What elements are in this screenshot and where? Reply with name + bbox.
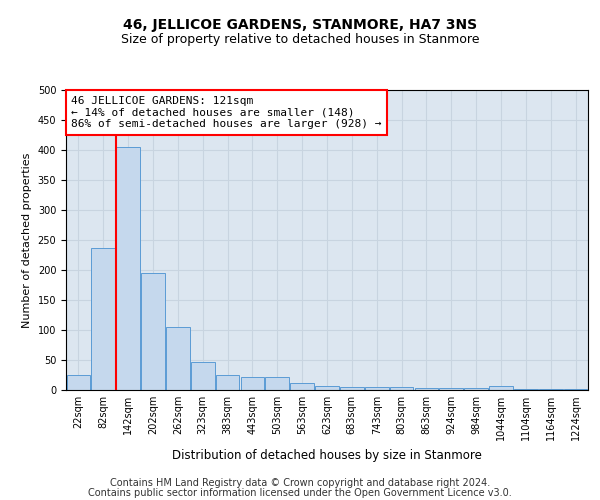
Text: Size of property relative to detached houses in Stanmore: Size of property relative to detached ho… <box>121 32 479 46</box>
Bar <box>365 387 389 390</box>
Bar <box>67 375 90 390</box>
Bar <box>91 248 115 390</box>
Text: 46, JELLICOE GARDENS, STANMORE, HA7 3NS: 46, JELLICOE GARDENS, STANMORE, HA7 3NS <box>123 18 477 32</box>
Text: Contains HM Land Registry data © Crown copyright and database right 2024.: Contains HM Land Registry data © Crown c… <box>110 478 490 488</box>
Bar <box>315 386 339 390</box>
Bar <box>166 327 190 390</box>
Bar <box>216 375 239 390</box>
Bar <box>514 389 538 390</box>
Text: Contains public sector information licensed under the Open Government Licence v3: Contains public sector information licen… <box>88 488 512 498</box>
Bar <box>141 273 165 390</box>
Bar <box>439 388 463 390</box>
Bar <box>415 388 438 390</box>
Bar <box>241 377 264 390</box>
Bar <box>116 147 140 390</box>
Bar <box>290 383 314 390</box>
Bar <box>191 362 215 390</box>
Bar <box>390 387 413 390</box>
X-axis label: Distribution of detached houses by size in Stanmore: Distribution of detached houses by size … <box>172 448 482 462</box>
Bar <box>464 388 488 390</box>
Bar <box>340 387 364 390</box>
Text: 46 JELLICOE GARDENS: 121sqm
← 14% of detached houses are smaller (148)
86% of se: 46 JELLICOE GARDENS: 121sqm ← 14% of det… <box>71 96 382 129</box>
Bar <box>265 378 289 390</box>
Y-axis label: Number of detached properties: Number of detached properties <box>22 152 32 328</box>
Bar <box>489 386 513 390</box>
